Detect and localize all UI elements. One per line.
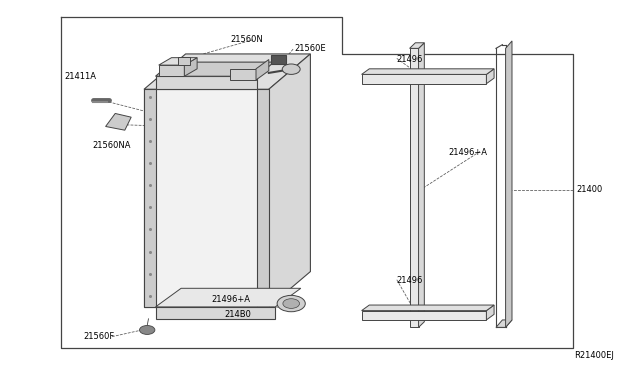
Text: R21400EJ: R21400EJ [575,351,614,360]
Polygon shape [362,69,494,74]
Text: 21496: 21496 [397,55,423,64]
Polygon shape [159,65,184,76]
Polygon shape [362,305,494,311]
Polygon shape [230,69,256,80]
Circle shape [277,295,305,312]
Polygon shape [159,58,197,65]
Polygon shape [156,307,275,319]
Polygon shape [144,89,156,307]
Polygon shape [410,48,419,327]
Polygon shape [144,89,269,307]
Polygon shape [156,76,257,89]
Text: 214B0: 214B0 [224,310,251,319]
Text: 21560N: 21560N [230,35,263,44]
FancyBboxPatch shape [177,57,191,65]
Text: 21560NA: 21560NA [93,141,131,150]
Polygon shape [184,58,197,76]
Circle shape [283,299,300,308]
Polygon shape [144,54,310,89]
Polygon shape [362,74,486,84]
Polygon shape [106,113,131,130]
Polygon shape [156,288,301,307]
Polygon shape [362,311,486,320]
Text: 21400: 21400 [576,185,602,194]
Circle shape [282,64,300,74]
Text: 21560E: 21560E [294,44,326,53]
Text: 21496+A: 21496+A [448,148,487,157]
FancyBboxPatch shape [271,55,286,64]
Polygon shape [486,69,494,84]
Polygon shape [269,54,310,307]
Polygon shape [486,305,494,320]
Text: 21496+A: 21496+A [211,295,250,304]
Polygon shape [257,89,269,307]
Polygon shape [156,62,274,76]
Text: 21411A: 21411A [64,72,96,81]
Polygon shape [419,43,424,327]
Text: 21560F: 21560F [83,332,115,341]
Polygon shape [496,320,512,327]
Polygon shape [256,60,269,80]
Polygon shape [506,41,512,327]
Text: 21496: 21496 [397,276,423,285]
Polygon shape [410,43,424,48]
Circle shape [140,326,155,334]
